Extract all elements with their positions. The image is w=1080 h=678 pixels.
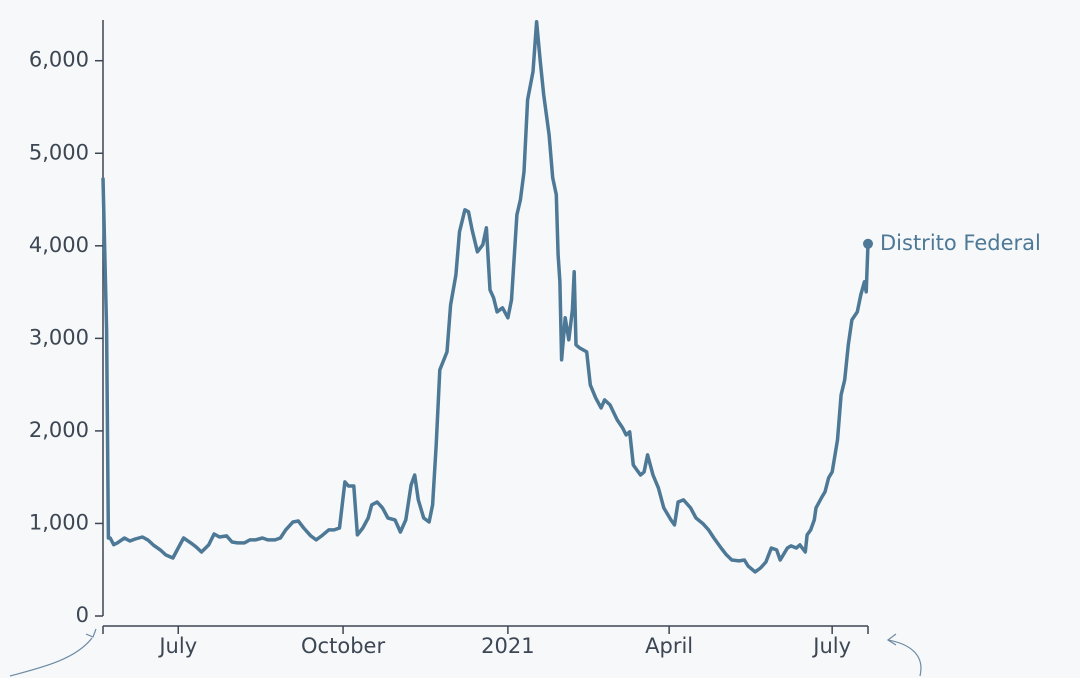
x-tick-label: July	[811, 634, 851, 658]
x-tick-label: April	[645, 634, 693, 658]
y-tick-label: 6,000	[29, 48, 89, 72]
series-label: Distrito Federal	[880, 231, 1041, 255]
arrowhead-right	[886, 633, 897, 646]
y-tick-label: 1,000	[29, 510, 89, 534]
x-tick-label: 2021	[481, 634, 534, 658]
y-tick-label: 5,000	[29, 140, 89, 164]
end-point	[863, 238, 873, 249]
y-tick-label: 4,000	[29, 233, 89, 257]
arrow-left	[9, 637, 93, 677]
y-tick-label: 2,000	[29, 418, 89, 442]
x-tick-label: October	[301, 634, 385, 658]
y-tick-label: 0	[76, 603, 89, 627]
arrowhead-left	[85, 628, 97, 638]
x-tick-label: July	[157, 634, 197, 658]
arrow-right	[887, 639, 922, 677]
series-line	[101, 19, 870, 574]
y-tick-label: 3,000	[29, 325, 89, 349]
